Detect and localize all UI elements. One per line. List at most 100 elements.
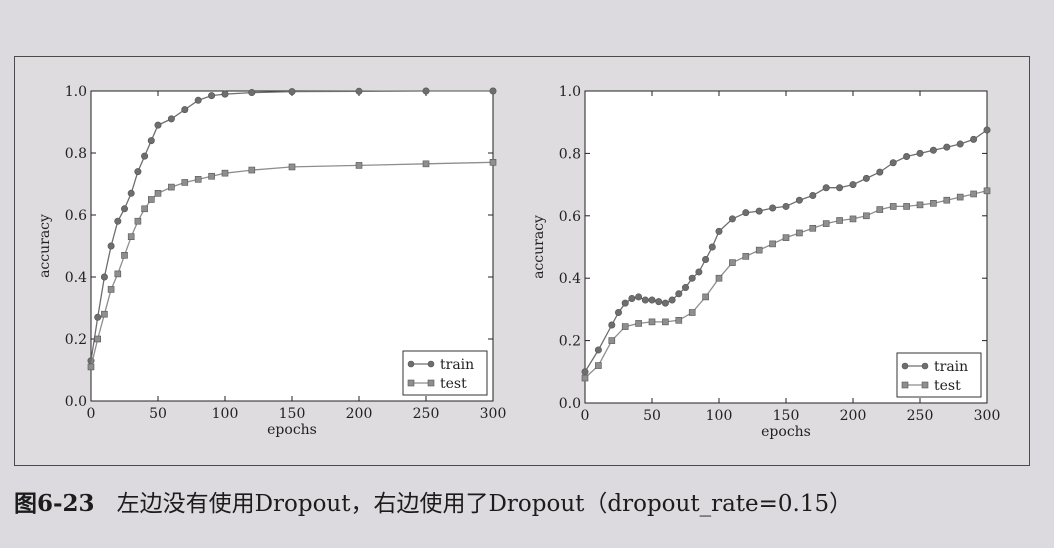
x-tick-label: 100 xyxy=(706,408,733,424)
point-test xyxy=(836,217,843,224)
point-test xyxy=(168,183,175,191)
point-train xyxy=(100,273,108,281)
point-test xyxy=(101,310,108,318)
legend-marker-train xyxy=(921,362,929,370)
x-tick-label: 250 xyxy=(907,408,934,424)
point-test xyxy=(608,337,616,344)
x-tick-label: 100 xyxy=(212,406,239,422)
point-test xyxy=(970,190,977,198)
y-tick-label: 0.0 xyxy=(65,394,87,410)
point-train xyxy=(728,215,736,223)
point-train xyxy=(983,126,991,134)
x-tick-label: 250 xyxy=(413,406,440,422)
point-train xyxy=(121,205,129,213)
x-tick-label: 0 xyxy=(581,408,590,424)
point-train xyxy=(248,89,256,97)
y-tick-label: 0.0 xyxy=(559,396,581,412)
charts-svg: 0 50 100 150 200 250 300 0.0 0.2 0.4 0.6 0.8 1.0 epoc… xyxy=(37,84,1000,440)
point-train xyxy=(635,293,643,301)
point-train xyxy=(167,115,175,123)
point-train xyxy=(127,189,135,197)
point-train xyxy=(809,192,817,200)
y-axis-label: accuracy xyxy=(37,214,53,278)
legend: train test xyxy=(896,352,982,398)
point-test xyxy=(208,172,215,180)
x-axis-label: epochs xyxy=(761,424,811,440)
point-train xyxy=(154,121,162,129)
point-train xyxy=(795,196,803,204)
point-test xyxy=(662,318,669,326)
point-test xyxy=(675,317,683,324)
x-tick-label: 50 xyxy=(149,406,167,422)
x-tick-label: 150 xyxy=(279,406,306,422)
point-train xyxy=(675,290,683,298)
point-test xyxy=(114,270,122,278)
chart-2: 0 50 100 150 200 250 300 0.0 0.2 0.4 0.6 0.8 1.0 epoc… xyxy=(531,84,1000,440)
x-tick-label: 150 xyxy=(773,408,800,424)
point-test xyxy=(702,293,709,301)
x-tick-label: 300 xyxy=(480,406,507,422)
y-tick-label: 0.8 xyxy=(65,146,87,162)
point-train xyxy=(769,204,777,212)
point-test xyxy=(141,205,148,213)
point-train xyxy=(688,274,696,282)
point-train xyxy=(608,321,616,329)
legend-marker-test xyxy=(407,379,415,387)
point-test xyxy=(863,212,870,220)
point-train xyxy=(208,92,216,100)
point-test xyxy=(489,159,497,166)
point-test xyxy=(916,201,924,209)
point-train xyxy=(134,168,142,176)
point-test xyxy=(956,193,964,201)
point-train xyxy=(181,106,189,114)
point-train xyxy=(581,368,589,376)
point-test xyxy=(422,160,430,168)
point-train xyxy=(836,184,844,192)
point-train xyxy=(648,296,656,304)
point-train xyxy=(889,159,897,167)
point-test xyxy=(107,286,115,293)
legend-box xyxy=(896,352,982,398)
point-train xyxy=(194,96,202,104)
point-test xyxy=(822,220,830,227)
y-tick-label: 0.8 xyxy=(559,146,581,162)
x-tick-label: 50 xyxy=(643,408,661,424)
point-train xyxy=(929,146,937,154)
point-test xyxy=(581,374,589,382)
legend-label-train: train xyxy=(440,357,474,373)
point-test xyxy=(87,363,95,371)
point-train xyxy=(695,268,703,276)
y-tick-label: 0.4 xyxy=(559,271,581,287)
point-test xyxy=(221,169,229,177)
point-train xyxy=(288,88,296,96)
y-tick-label: 0.2 xyxy=(559,334,581,350)
point-test xyxy=(782,234,790,241)
point-test xyxy=(148,196,155,203)
point-train xyxy=(221,90,229,98)
point-train xyxy=(621,299,629,307)
y-axis-label: accuracy xyxy=(531,215,547,279)
point-test xyxy=(769,240,776,248)
point-train xyxy=(742,209,750,217)
point-train xyxy=(715,227,723,235)
point-test xyxy=(635,320,642,327)
chart-1: 0 50 100 150 200 250 300 0.0 0.2 0.4 0.6 0.8 1.0 epoc… xyxy=(37,84,506,438)
point-train xyxy=(876,168,884,176)
point-train xyxy=(681,284,689,292)
point-test xyxy=(930,200,937,207)
point-train xyxy=(970,135,978,143)
point-train xyxy=(594,346,602,354)
legend-box xyxy=(402,350,488,396)
y-tick-label: 0.6 xyxy=(65,208,87,224)
point-train xyxy=(661,299,669,307)
x-tick-label: 300 xyxy=(974,408,1001,424)
legend-marker-train xyxy=(901,362,909,370)
legend-marker-train xyxy=(407,360,415,368)
point-train xyxy=(916,149,924,157)
point-test xyxy=(121,252,128,259)
point-train xyxy=(355,87,363,95)
point-train xyxy=(114,217,122,225)
plot-area xyxy=(584,90,988,404)
point-test xyxy=(127,233,135,240)
figure-number: 图6-23 xyxy=(14,490,95,517)
